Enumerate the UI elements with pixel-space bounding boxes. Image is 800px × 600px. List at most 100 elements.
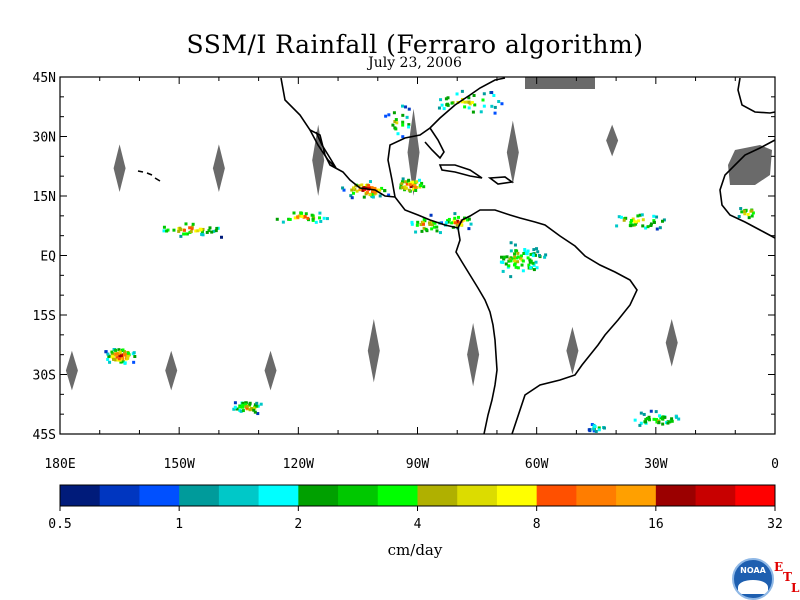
lat-label: 30S [33, 369, 56, 384]
rain-pixel [414, 230, 418, 234]
colorbar-swatch [298, 485, 339, 506]
rain-pixel [634, 220, 638, 224]
rain-pixel [453, 216, 457, 220]
rain-pixel [287, 217, 291, 221]
rain-pixel [349, 194, 353, 198]
lon-label: 120W [283, 457, 314, 472]
rain-pixel [433, 221, 437, 225]
rain-pixel [450, 221, 454, 225]
rain-pixel [241, 403, 245, 407]
colorbar [59, 484, 776, 507]
rain-pixel [513, 255, 517, 259]
rain-pixel [503, 255, 507, 259]
rain-pixel [661, 417, 665, 421]
rain-pixel [660, 219, 664, 223]
rain-pixel [462, 218, 466, 222]
rain-pixel [383, 189, 387, 193]
rain-pixel [238, 405, 242, 409]
rain-pixel [256, 404, 260, 408]
rain-pixel [233, 401, 237, 405]
rain-pixel [121, 348, 125, 352]
rain-pixel [104, 350, 108, 354]
lat-label: 15S [33, 309, 56, 324]
rain-pixel [325, 217, 329, 221]
rain-pixel [751, 211, 755, 215]
rain-pixel [516, 260, 520, 264]
rain-pixel [245, 404, 249, 408]
rain-pixel [639, 411, 643, 415]
coastline-hispaniola [487, 176, 515, 185]
rain-pixel [747, 216, 751, 220]
rain-pixel [473, 103, 477, 107]
rain-pixel [407, 178, 411, 182]
rain-pixel [472, 93, 476, 97]
rain-pixel [407, 188, 411, 192]
rain-pixel [446, 220, 450, 224]
rain-pixel [668, 420, 672, 424]
rain-pixel [432, 225, 436, 229]
rain-pixel [368, 180, 372, 184]
rain-pixel [215, 226, 219, 230]
rain-pixel [744, 208, 748, 212]
rain-pixel [395, 121, 399, 125]
rain-pixel [407, 123, 411, 127]
rain-pixel [467, 96, 471, 100]
rain-pixel [640, 213, 644, 217]
rain-pixel [126, 356, 130, 360]
colorbar-swatch [258, 485, 299, 506]
rain-pixel [255, 401, 259, 405]
rain-pixel [191, 222, 195, 226]
coastline-cuba [438, 164, 483, 179]
rain-pixel [401, 123, 405, 127]
rain-pixel [318, 216, 322, 220]
colorbar-swatch [616, 485, 657, 506]
rain-pixel [531, 261, 535, 265]
rain-pixel [300, 211, 304, 215]
rain-pixel [513, 259, 517, 263]
coastline-americas [280, 77, 638, 435]
rain-pixel [652, 417, 656, 421]
colorbar-swatch [417, 485, 458, 506]
orbit-gap-0 [113, 144, 126, 193]
orbit-gap-2 [312, 124, 325, 196]
noaa-logo-text: NOAA [740, 566, 766, 575]
rain-pixel [107, 354, 111, 358]
rain-pixel [304, 212, 308, 216]
rain-pixel [536, 250, 540, 254]
orbit-gap-1 [212, 144, 225, 193]
rain-pixel [112, 348, 116, 352]
rain-pixel [233, 405, 237, 409]
rain-pixel [118, 350, 122, 354]
rain-pixel [469, 222, 473, 226]
rain-pixel [350, 196, 354, 200]
rain-pixel [513, 262, 517, 266]
rain-pixel [208, 226, 212, 230]
rain-pixel [244, 403, 248, 407]
rain-pixel [509, 249, 513, 253]
rain-pixel [637, 219, 641, 223]
chart-date: July 23, 2006 [368, 55, 462, 71]
rain-pixel [182, 228, 186, 232]
orbit-gap-12 [665, 318, 678, 367]
rain-pixel [750, 214, 754, 218]
rain-pixel [740, 210, 744, 214]
rain-pixel [415, 180, 419, 184]
rain-pixel [460, 100, 464, 104]
rain-pixel [429, 220, 433, 224]
rain-pixel [368, 192, 372, 196]
rain-pixel [361, 188, 365, 192]
rain-pixel [117, 357, 121, 361]
rain-pixel [133, 354, 137, 358]
rain-pixel [420, 229, 424, 233]
lon-label: 150W [164, 457, 195, 472]
rain-pixel [513, 243, 517, 247]
rain-pixel [417, 178, 421, 182]
rain-pixel [354, 184, 358, 188]
rain-pixel [641, 218, 645, 222]
rain-pixel [198, 228, 202, 232]
rain-pixel [638, 423, 642, 427]
orbit-gap-11 [566, 326, 579, 375]
rain-pixel [471, 110, 475, 114]
rain-pixel [201, 227, 205, 231]
